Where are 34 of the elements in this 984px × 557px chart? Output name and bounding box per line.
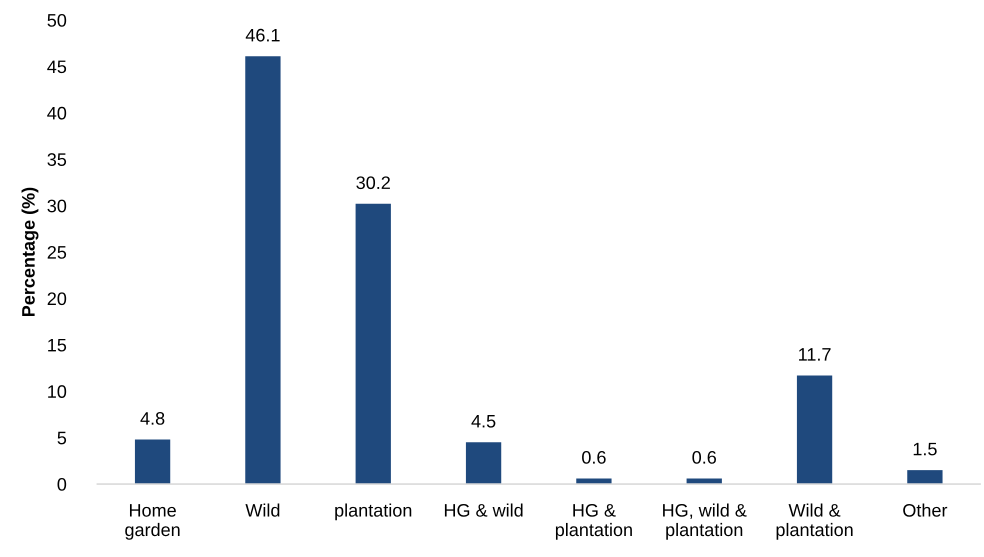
bar <box>245 56 281 484</box>
x-tick-label: Home garden <box>125 504 180 540</box>
y-tick-label: 30 <box>47 200 66 212</box>
data-label: 11.7 <box>799 348 831 361</box>
data-label: 4.8 <box>140 412 164 425</box>
y-tick-label: 35 <box>47 153 66 166</box>
data-label: 30.2 <box>356 176 390 190</box>
x-tick-label: HG & wild <box>444 503 523 517</box>
x-tick-label: Wild & plantation <box>776 503 853 540</box>
y-tick-label: 40 <box>47 106 66 120</box>
x-tick-label: HG, wild & plantation <box>663 503 747 540</box>
data-label: 0.6 <box>582 451 606 464</box>
y-tick-label: 20 <box>48 292 66 306</box>
y-tick-label: 15 <box>48 338 66 352</box>
data-label: 1.5 <box>914 442 937 456</box>
y-tick-label: 10 <box>48 385 66 398</box>
bar <box>356 204 391 484</box>
bar <box>134 439 170 484</box>
bar <box>466 442 502 484</box>
data-label: 46.1 <box>246 28 280 42</box>
y-axis-title: Percentage (%) <box>22 188 38 316</box>
data-label: 4.5 <box>471 414 496 428</box>
x-tick-label: Wild <box>245 503 280 517</box>
y-tick-label: 45 <box>47 60 66 74</box>
y-tick-label: 5 <box>58 432 66 444</box>
bar <box>907 470 943 484</box>
x-tick-label: Other <box>903 503 948 517</box>
x-tick-label: HG & plantation <box>556 504 632 540</box>
y-tick-label: 25 <box>48 246 66 259</box>
data-label: 0.6 <box>692 451 716 464</box>
x-tick-label: plantation <box>335 503 412 520</box>
y-tick-label: 50 <box>48 14 66 27</box>
bar <box>796 375 832 484</box>
y-tick-label: 0 <box>58 478 66 491</box>
